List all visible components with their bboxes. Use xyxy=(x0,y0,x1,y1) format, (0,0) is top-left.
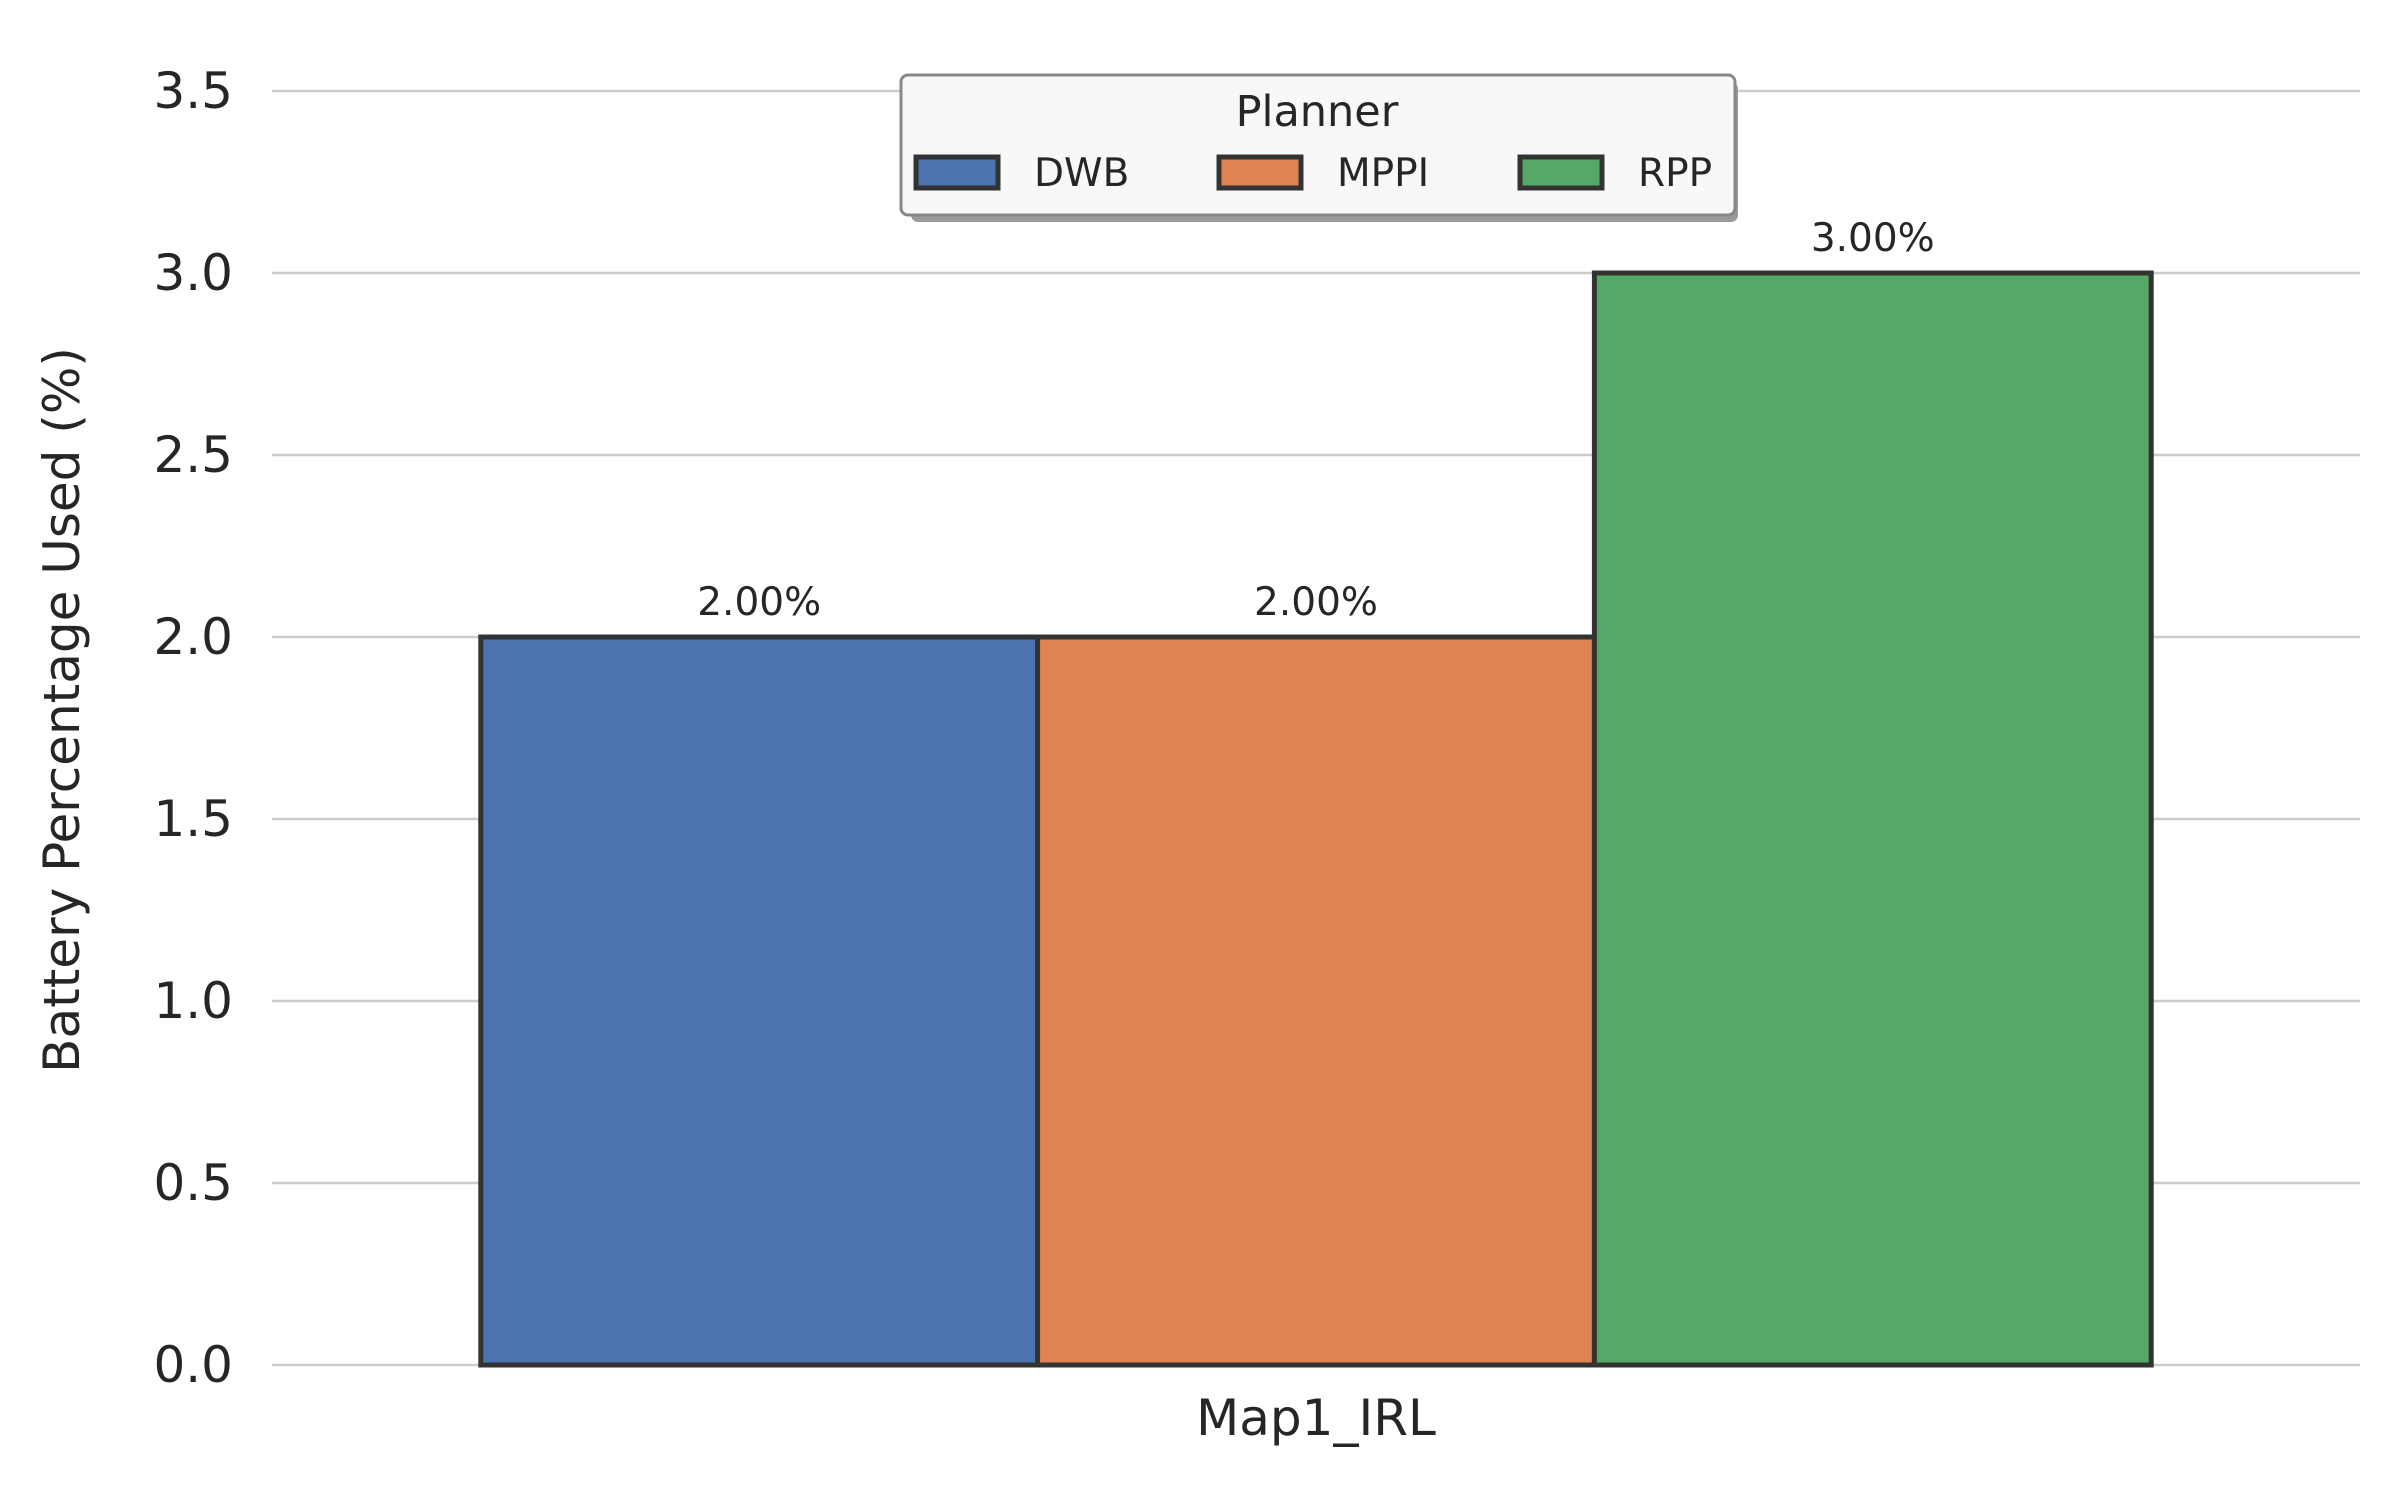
bar-label-dwb: 2.00% xyxy=(697,580,821,625)
legend-label-rpp: RPP xyxy=(1638,151,1712,196)
bar-label-mppi: 2.00% xyxy=(1254,580,1378,625)
bar-rpp xyxy=(1591,270,2154,1368)
y-tick-label: 1.0 xyxy=(153,972,233,1030)
legend-items: DWB MPPI RPP xyxy=(913,151,1712,196)
bar-label-rpp: 3.00% xyxy=(1811,216,1935,261)
legend-label-mppi: MPPI xyxy=(1337,151,1429,196)
y-tick-label: 0.0 xyxy=(153,1336,233,1394)
bar-mppi xyxy=(1035,634,1597,1368)
y-tick-label: 2.0 xyxy=(153,608,233,666)
bar-value-labels: 2.00% 2.00% 3.00% xyxy=(697,216,1935,625)
legend-label-dwb: DWB xyxy=(1034,151,1129,196)
y-axis-title: Battery Percentage Used (%) xyxy=(33,347,91,1073)
y-tick-labels: 0.0 0.5 1.0 1.5 2.0 2.5 3.0 3.5 xyxy=(153,62,233,1394)
legend-swatch-dwb xyxy=(913,154,1001,191)
y-tick-label: 3.0 xyxy=(153,244,233,302)
bar-dwb xyxy=(478,634,1041,1368)
y-tick-label: 1.5 xyxy=(153,790,233,848)
bars xyxy=(478,270,2154,1368)
x-tick-labels: Map1_IRL xyxy=(1196,1389,1436,1447)
y-tick-label: 2.5 xyxy=(153,426,233,484)
legend-title: Planner xyxy=(1236,87,1399,137)
x-tick-label: Map1_IRL xyxy=(1196,1389,1436,1447)
legend: Planner DWB MPPI RPP xyxy=(899,73,1738,222)
legend-swatch-rpp xyxy=(1517,154,1605,191)
y-tick-label: 0.5 xyxy=(153,1154,233,1212)
y-tick-label: 3.5 xyxy=(153,62,233,120)
legend-swatch-mppi xyxy=(1216,154,1304,191)
